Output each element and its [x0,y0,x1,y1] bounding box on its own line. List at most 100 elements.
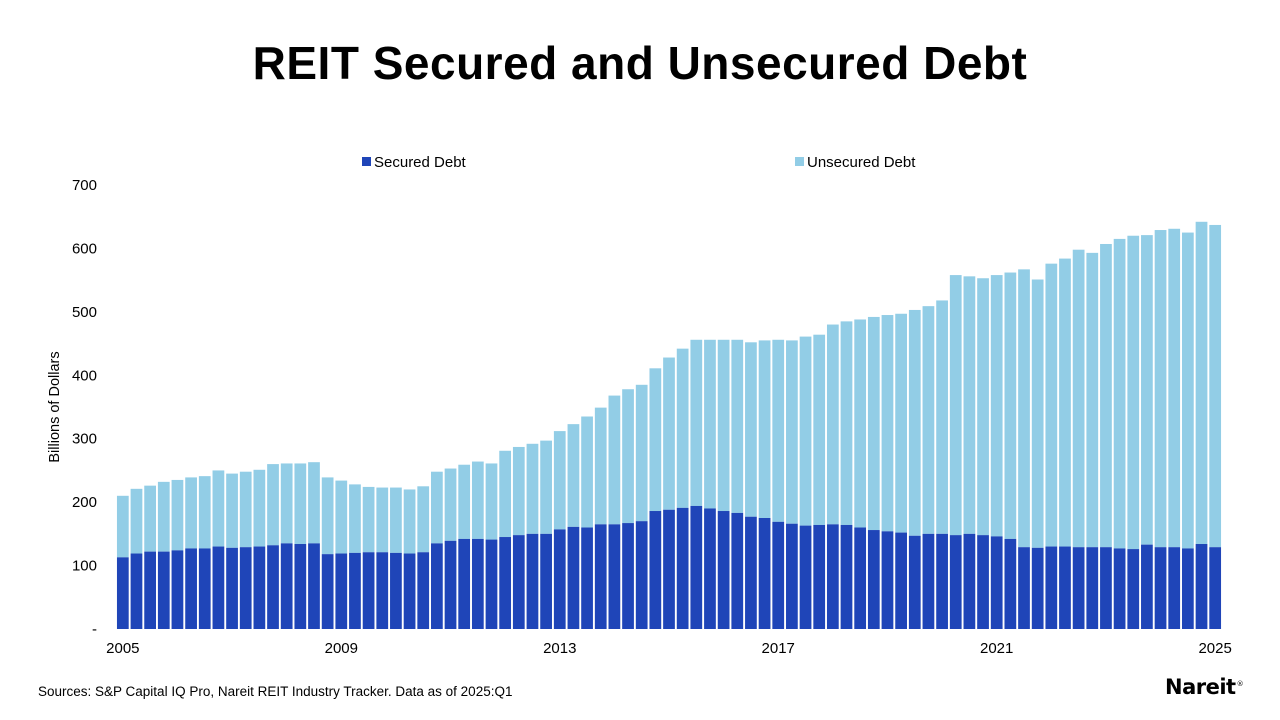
bar-secured-2017Q2 [786,523,798,629]
bar-unsecured-2008Q3 [308,462,320,544]
bar-unsecured-2007Q4 [267,464,279,546]
bar-secured-2022Q3 [1072,547,1085,629]
bar-secured-2022Q4 [1086,547,1099,629]
bar-secured-2024Q4 [1195,544,1208,629]
bar-unsecured-2008Q2 [294,463,307,544]
bar-secured-2005Q4 [157,551,170,629]
bar-secured-2023Q2 [1113,548,1126,629]
bar-unsecured-2008Q4 [321,477,334,555]
legend-swatch-secured [362,157,371,166]
bar-secured-2009Q2 [349,552,361,629]
bar-secured-2009Q3 [362,552,375,629]
y-tick-label: 100 [72,558,97,575]
bar-secured-2009Q4 [376,552,389,629]
bar-unsecured-2025Q1 [1209,224,1222,548]
bar-secured-2008Q3 [308,543,320,629]
bar-secured-2005Q2 [130,553,143,629]
bar-secured-2024Q3 [1181,548,1194,629]
bar-unsecured-2017Q1 [772,339,785,522]
bar-secured-2019Q3 [908,535,921,629]
y-axis-label: Billions of Dollars [47,351,63,462]
bar-unsecured-2006Q3 [198,476,211,549]
bar-secured-2006Q4 [212,546,225,629]
legend: Secured Debt Unsecured Debt [362,154,916,171]
bar-secured-2006Q1 [171,550,184,629]
bar-unsecured-2015Q1 [663,357,675,510]
bar-secured-2018Q4 [867,530,880,629]
bar-unsecured-2021Q4 [1031,279,1044,548]
bar-unsecured-2010Q4 [431,471,443,544]
bar-secured-2014Q1 [608,524,621,629]
bar-secured-2015Q1 [663,509,675,629]
bar-unsecured-2024Q3 [1181,232,1194,549]
y-tick-label: 700 [72,177,97,194]
bar-secured-2012Q4 [540,533,552,629]
bar-secured-2022Q1 [1045,546,1058,629]
bar-unsecured-2015Q2 [676,348,689,508]
nareit-logo: Nareit® [1165,675,1244,699]
bar-secured-2019Q4 [922,533,935,629]
bar-unsecured-2016Q1 [717,339,730,512]
bar-unsecured-2018Q1 [826,324,839,525]
bar-unsecured-2011Q2 [458,464,471,539]
bar-unsecured-2012Q3 [526,443,539,534]
bar-unsecured-2010Q2 [403,489,416,554]
bar-unsecured-2006Q1 [171,479,184,551]
bar-unsecured-2013Q1 [553,431,566,530]
bar-secured-2007Q2 [239,547,252,629]
bar-unsecured-2014Q4 [649,368,662,512]
bar-unsecured-2007Q2 [239,471,252,548]
x-tick-label: 2017 [762,640,795,657]
x-axis: 2005 2009 2013 2017 2021 2025 [106,640,1232,657]
bar-secured-2010Q4 [431,543,443,629]
bar-secured-2007Q1 [226,547,238,629]
bar-unsecured-2008Q1 [280,463,293,544]
bar-unsecured-2016Q4 [758,340,771,518]
bar-unsecured-2014Q3 [635,384,648,522]
bar-secured-2020Q2 [949,535,962,629]
y-tick-label: 500 [72,304,97,321]
bar-secured-2009Q1 [335,553,348,629]
bar-unsecured-2023Q2 [1113,238,1126,549]
bar-unsecured-2017Q4 [813,334,826,525]
bar-unsecured-2006Q4 [212,470,225,547]
bar-unsecured-2011Q3 [471,461,484,539]
bar-unsecured-2020Q3 [963,276,976,534]
bar-unsecured-2013Q4 [594,407,607,525]
x-tick-label: 2025 [1198,640,1231,657]
bar-unsecured-2024Q1 [1154,230,1167,548]
bar-secured-2012Q3 [526,533,539,629]
bar-secured-2015Q4 [704,508,716,629]
bar-secured-2013Q4 [594,524,607,629]
bar-unsecured-2024Q2 [1168,228,1181,548]
bar-secured-2023Q4 [1141,544,1153,629]
bar-secured-2017Q4 [813,524,826,629]
bar-secured-2019Q2 [895,532,907,629]
bar-unsecured-2018Q4 [867,316,880,531]
bar-unsecured-2021Q2 [1004,272,1017,539]
x-tick-label: 2009 [325,640,358,657]
bar-secured-2013Q2 [567,526,580,629]
bar-secured-2018Q3 [854,527,867,629]
bar-unsecured-2020Q1 [936,300,948,534]
bar-secured-2011Q2 [458,538,471,629]
bar-secured-2017Q3 [799,525,812,629]
bar-secured-2007Q3 [253,546,266,629]
y-tick-label: - [92,621,97,638]
bar-secured-2017Q1 [772,521,785,629]
bar-unsecured-2016Q3 [745,342,757,517]
bar-unsecured-2012Q2 [512,446,525,536]
bar-unsecured-2006Q2 [185,477,197,549]
bars [116,221,1222,629]
bar-unsecured-2022Q1 [1045,263,1058,547]
bar-secured-2024Q1 [1154,547,1167,629]
bar-secured-2021Q2 [1004,538,1017,629]
chart-title: REIT Secured and Unsecured Debt [252,37,1028,89]
bar-unsecured-2009Q4 [376,487,389,553]
bar-unsecured-2017Q3 [799,336,812,526]
bar-unsecured-2007Q1 [226,473,238,548]
bar-secured-2008Q4 [321,554,334,629]
bar-unsecured-2015Q4 [704,339,716,509]
bar-unsecured-2010Q1 [390,487,402,553]
bar-secured-2014Q2 [622,523,634,629]
